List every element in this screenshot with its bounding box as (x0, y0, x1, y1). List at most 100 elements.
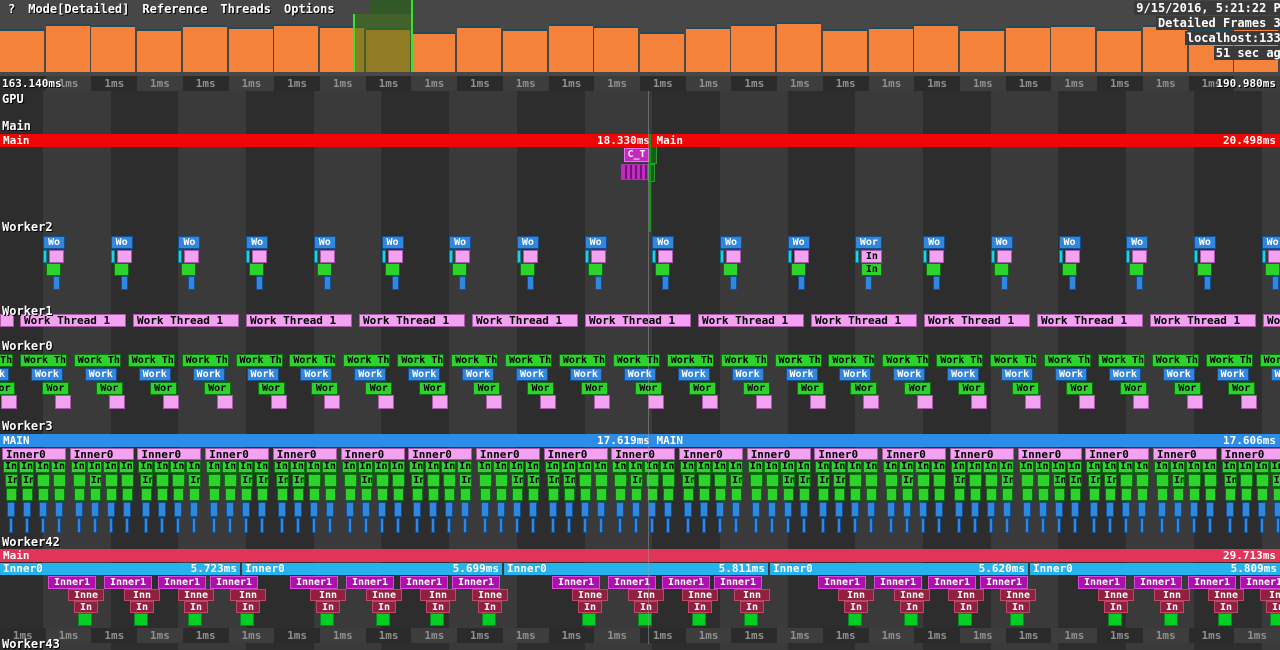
worker3-in-sample[interactable]: In (815, 461, 831, 473)
worker2-sub-sample[interactable] (184, 250, 200, 263)
worker3-in-sample[interactable]: In (644, 461, 660, 473)
frame-bar[interactable] (91, 25, 136, 72)
worker2-sub-sample[interactable] (1129, 263, 1145, 276)
worker3-sub-sample[interactable] (293, 502, 302, 517)
worker3-sub-sample[interactable] (1172, 488, 1184, 501)
worker0-sample[interactable]: Work Th (612, 354, 660, 367)
worker3-in-sample[interactable]: In (560, 461, 576, 473)
worker3-inner0-sample[interactable]: Inner0 (408, 448, 473, 460)
worker3-in-sample[interactable] (172, 474, 186, 487)
worker3-sub-sample[interactable] (431, 518, 436, 533)
worker3-in-sample[interactable]: In (138, 461, 154, 473)
worker3-sub-sample[interactable] (988, 518, 993, 533)
worker3-sub-sample[interactable] (106, 502, 115, 517)
worker0-sample[interactable]: Work Th (936, 354, 984, 367)
worker3-in-sample[interactable]: In (950, 461, 966, 473)
worker3-sub-sample[interactable] (700, 502, 708, 517)
worker2-sub-sample[interactable] (1126, 250, 1131, 263)
worker3-sub-sample[interactable] (295, 518, 300, 533)
worker3-in-sample[interactable]: In (524, 461, 540, 473)
worker2-sub-sample[interactable] (313, 250, 318, 263)
worker3-sub-sample[interactable] (734, 518, 738, 533)
worker3-sub-sample[interactable] (412, 488, 424, 501)
worker3-in-sample[interactable]: In (1104, 474, 1118, 487)
worker2-sub-sample[interactable] (252, 250, 268, 263)
worker42-leaf-sample[interactable] (958, 613, 972, 626)
worker0-sample[interactable]: Work (300, 368, 333, 381)
worker0-sample[interactable] (54, 395, 71, 409)
worker3-in-sample[interactable] (865, 474, 879, 487)
worker3-in-sample[interactable]: In (1000, 474, 1014, 487)
worker2-sub-sample[interactable] (110, 250, 115, 263)
worker3-sub-sample[interactable] (142, 502, 151, 517)
worker3-in-sample[interactable]: In (982, 461, 998, 473)
worker42-inner0-segment[interactable]: Inner0 5.811ms (504, 563, 768, 575)
worker3-in-sample[interactable]: In (357, 461, 373, 473)
worker0-sample[interactable] (1025, 395, 1042, 409)
worker3-in-sample[interactable]: In (291, 474, 305, 487)
worker3-sub-sample[interactable] (479, 488, 491, 501)
worker3-sub-sample[interactable] (393, 502, 402, 517)
worker3-in-sample[interactable] (224, 474, 238, 487)
worker3-sub-sample[interactable] (1092, 518, 1097, 533)
worker2-sub-sample[interactable] (993, 263, 1009, 276)
worker42-in-sample[interactable]: In (1104, 601, 1128, 613)
worker2-sub-sample[interactable] (384, 263, 400, 276)
worker2-sub-sample[interactable] (652, 250, 657, 263)
worker3-sub-sample[interactable] (837, 518, 842, 533)
worker3-in-sample[interactable]: In (612, 461, 628, 473)
worker3-sub-sample[interactable] (57, 518, 61, 533)
worker3-sub-sample[interactable] (798, 488, 810, 501)
worker3-in-sample[interactable]: In (86, 461, 102, 473)
worker3-in-sample[interactable] (72, 474, 86, 487)
worker3-in-sample[interactable]: In (1201, 461, 1217, 473)
worker3-inner0-sample[interactable]: Inner0 (882, 448, 947, 460)
worker42-inner1-sample[interactable]: Inner1 (210, 576, 258, 589)
worker3-sub-sample[interactable] (189, 488, 201, 501)
worker3-in-sample[interactable]: In (628, 461, 644, 473)
worker42-inner1-sample[interactable]: Inner1 (48, 576, 96, 589)
worker42-leaf-sample[interactable] (582, 613, 596, 626)
worker42-inner1-sample[interactable]: Inner1 (662, 576, 710, 589)
worker3-inner0-sample[interactable]: Inner0 (679, 448, 743, 460)
worker3-sub-sample[interactable] (935, 502, 944, 517)
worker3-inner0-sample[interactable]: Inner0 (1085, 448, 1150, 460)
worker0-sample[interactable]: Work (623, 368, 656, 381)
worker3-in-sample[interactable] (494, 474, 508, 487)
worker3-sub-sample[interactable] (834, 488, 846, 501)
worker42-inne-sample[interactable]: Inne (682, 589, 718, 601)
worker2-sub-sample[interactable] (1068, 276, 1076, 290)
worker0-sample[interactable]: Work Th (1044, 354, 1091, 367)
worker3-sub-sample[interactable] (1122, 502, 1131, 517)
frame-bar[interactable] (1097, 29, 1142, 72)
worker3-in-sample[interactable]: In (1018, 461, 1034, 473)
worker3-in-sample[interactable]: In (847, 461, 863, 473)
worker2-sub-sample[interactable] (1267, 250, 1280, 263)
worker3-sub-sample[interactable] (160, 518, 165, 533)
worker3-in-sample[interactable]: In (562, 474, 576, 487)
worker42-inne-sample[interactable]: Inne (894, 589, 930, 601)
worker2-wo-sample[interactable]: Wo (110, 236, 133, 249)
worker3-sub-sample[interactable] (1140, 518, 1145, 533)
worker3-in-sample[interactable] (1187, 474, 1201, 487)
worker3-sub-sample[interactable] (1224, 488, 1236, 501)
worker3-in-sample[interactable]: In (795, 461, 811, 473)
worker2-wo-sample[interactable]: Wo (1261, 236, 1280, 249)
worker3-sub-sample[interactable] (41, 518, 45, 533)
worker3-sub-sample[interactable] (1124, 518, 1129, 533)
frame-bar[interactable] (640, 32, 684, 72)
worker2-sub-sample[interactable] (113, 263, 129, 276)
worker3-in-sample[interactable] (765, 474, 779, 487)
worker3-in-sample[interactable] (749, 474, 763, 487)
worker2-sub-sample[interactable] (256, 276, 264, 290)
worker3-sub-sample[interactable] (956, 518, 961, 533)
worker42-leaf-sample[interactable] (188, 613, 202, 626)
menu-item-threads[interactable]: Threads (220, 2, 271, 16)
worker3-sub-sample[interactable] (6, 488, 17, 501)
worker3-in-sample[interactable]: In (154, 461, 170, 473)
worker3-sub-sample[interactable] (970, 502, 979, 517)
worker2-sub-sample[interactable] (323, 276, 331, 290)
worker2-wo-sample[interactable]: Wo (178, 236, 201, 249)
worker42-inne-sample[interactable]: Inn (230, 589, 266, 601)
worker3-in-sample[interactable]: In (459, 474, 473, 487)
